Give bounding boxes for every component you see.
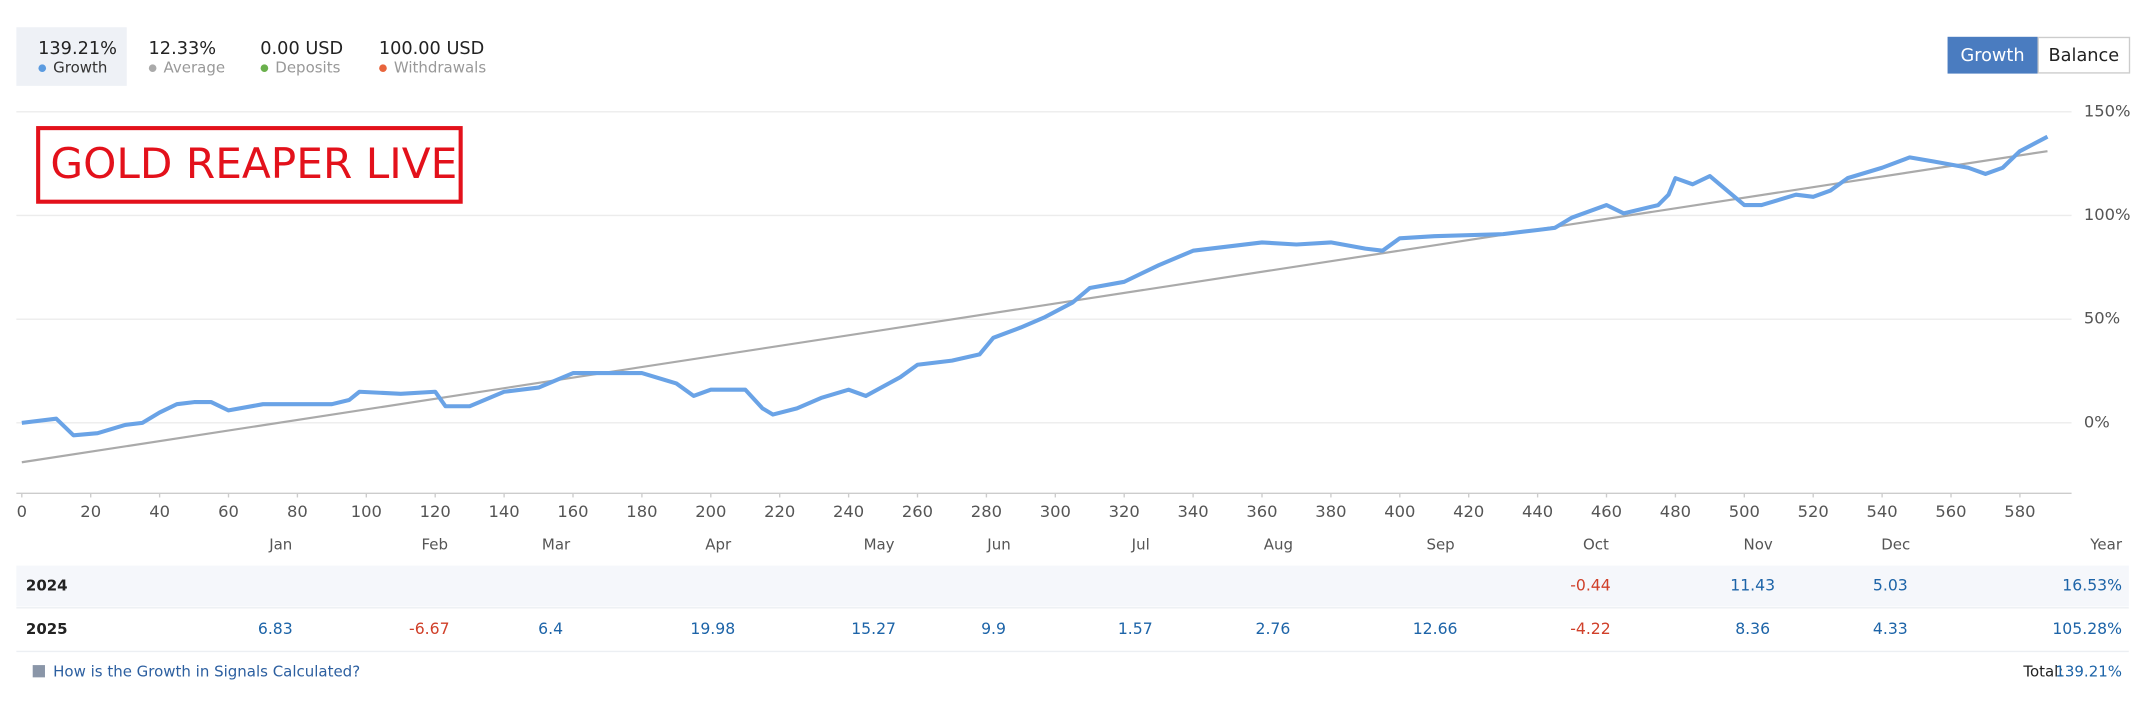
stat-dot [260,64,269,72]
month-value: 12.66 [1413,619,1458,638]
x-tick-label: 420 [1453,502,1484,521]
x-tick-label: 460 [1591,502,1622,521]
month-value: -0.44 [1570,576,1611,595]
y-tick-label: 0% [2084,412,2110,431]
total-label: Total: [2022,662,2063,680]
month-header: Nov [1743,536,1772,554]
year-label: 2024 [26,577,68,595]
month-header: Apr [705,536,732,554]
month-value: 19.98 [690,619,735,638]
x-tick-label: 100 [351,502,382,521]
annotation: GOLD REAPER LIVE [50,139,457,188]
month-header: Oct [1583,536,1609,554]
balance-button[interactable]: Balance [2049,46,2120,66]
stat-value: 12.33% [149,39,217,59]
month-value: 15.27 [851,619,896,638]
help-icon [32,665,45,678]
x-tick-label: 380 [1315,502,1346,521]
x-tick-label: 400 [1384,502,1415,521]
x-tick-label: 140 [489,502,520,521]
month-header: Sep [1426,536,1454,554]
x-tick-label: 260 [902,502,933,521]
growth-button-bg[interactable] [1947,36,2038,74]
x-tick-label: 320 [1109,502,1140,521]
x-tick-label: 220 [764,502,795,521]
stat-dot [148,64,157,72]
x-tick-label: 520 [1798,502,1829,521]
x-tick-label: 80 [287,502,308,521]
month-value: 1.57 [1118,619,1153,638]
y-tick-label: 150% [2084,101,2131,120]
x-tick-label: 340 [1178,502,1209,521]
x-tick-label: 580 [2004,502,2035,521]
balance-button-bg[interactable] [2037,36,2131,74]
month-header: Jul [1131,536,1150,554]
year-label: 2025 [26,620,68,638]
x-tick-label: 500 [1729,502,1760,521]
total-value: 139.21% [2055,662,2122,680]
month-header: Jan [268,536,292,554]
growth-line [21,134,2049,438]
month-header: Feb [421,536,448,554]
month-value: 9.9 [981,619,1006,638]
x-tick-label: 280 [971,502,1002,521]
x-tick-label: 440 [1522,502,1553,521]
month-header: Mar [542,536,571,554]
growth-button[interactable]: Growth [1960,46,2024,66]
stat-label: Average [164,59,226,77]
month-value: 6.83 [258,619,293,638]
stat-value: 100.00 USD [379,39,484,59]
month-value: 16.53% [2062,576,2122,595]
y-tick-label: 50% [2084,309,2120,328]
month-value: 4.33 [1873,619,1908,638]
x-tick-label: 0 [17,502,27,521]
month-value: 105.28% [2052,619,2122,638]
stat-label: Deposits [275,59,340,77]
month-header: Jun [986,536,1010,554]
month-header: Aug [1264,536,1293,554]
month-value: 5.03 [1873,576,1908,595]
month-value: -6.67 [409,619,450,638]
stat-value: 0.00 USD [260,39,343,59]
row-bg [16,565,2129,607]
x-tick-label: 200 [695,502,726,521]
help-link[interactable]: How is the Growth in Signals Calculated? [53,662,360,680]
x-tick-label: 40 [149,502,170,521]
x-tick-label: 560 [1935,502,1966,521]
month-value: 8.36 [1735,619,1770,638]
y-tick-label: 100% [2084,205,2131,224]
month-value: 6.4 [538,619,563,638]
stat-value: 139.21% [38,39,117,59]
active-stat-bg [16,27,127,86]
x-tick-label: 360 [1246,502,1277,521]
annotation-box [36,126,463,204]
x-tick-label: 60 [218,502,239,521]
x-tick-label: 240 [833,502,864,521]
x-tick-label: 480 [1660,502,1691,521]
x-tick-label: 300 [1040,502,1071,521]
month-header: Year [2089,536,2123,554]
x-tick-label: 540 [1867,502,1898,521]
month-header: May [864,536,895,554]
month-value: 11.43 [1730,576,1775,595]
month-value: 2.76 [1255,619,1290,638]
month-value: -4.22 [1570,619,1611,638]
x-tick-label: 20 [80,502,101,521]
x-tick-label: 180 [626,502,657,521]
stat-label: Growth [53,59,107,77]
x-tick-label: 120 [420,502,451,521]
average-line [21,150,2048,464]
x-tick-label: 160 [557,502,588,521]
month-header: Dec [1881,536,1910,554]
stat-dot [379,64,387,72]
stat-dot [38,64,47,72]
stat-label: Withdrawals [394,59,486,77]
